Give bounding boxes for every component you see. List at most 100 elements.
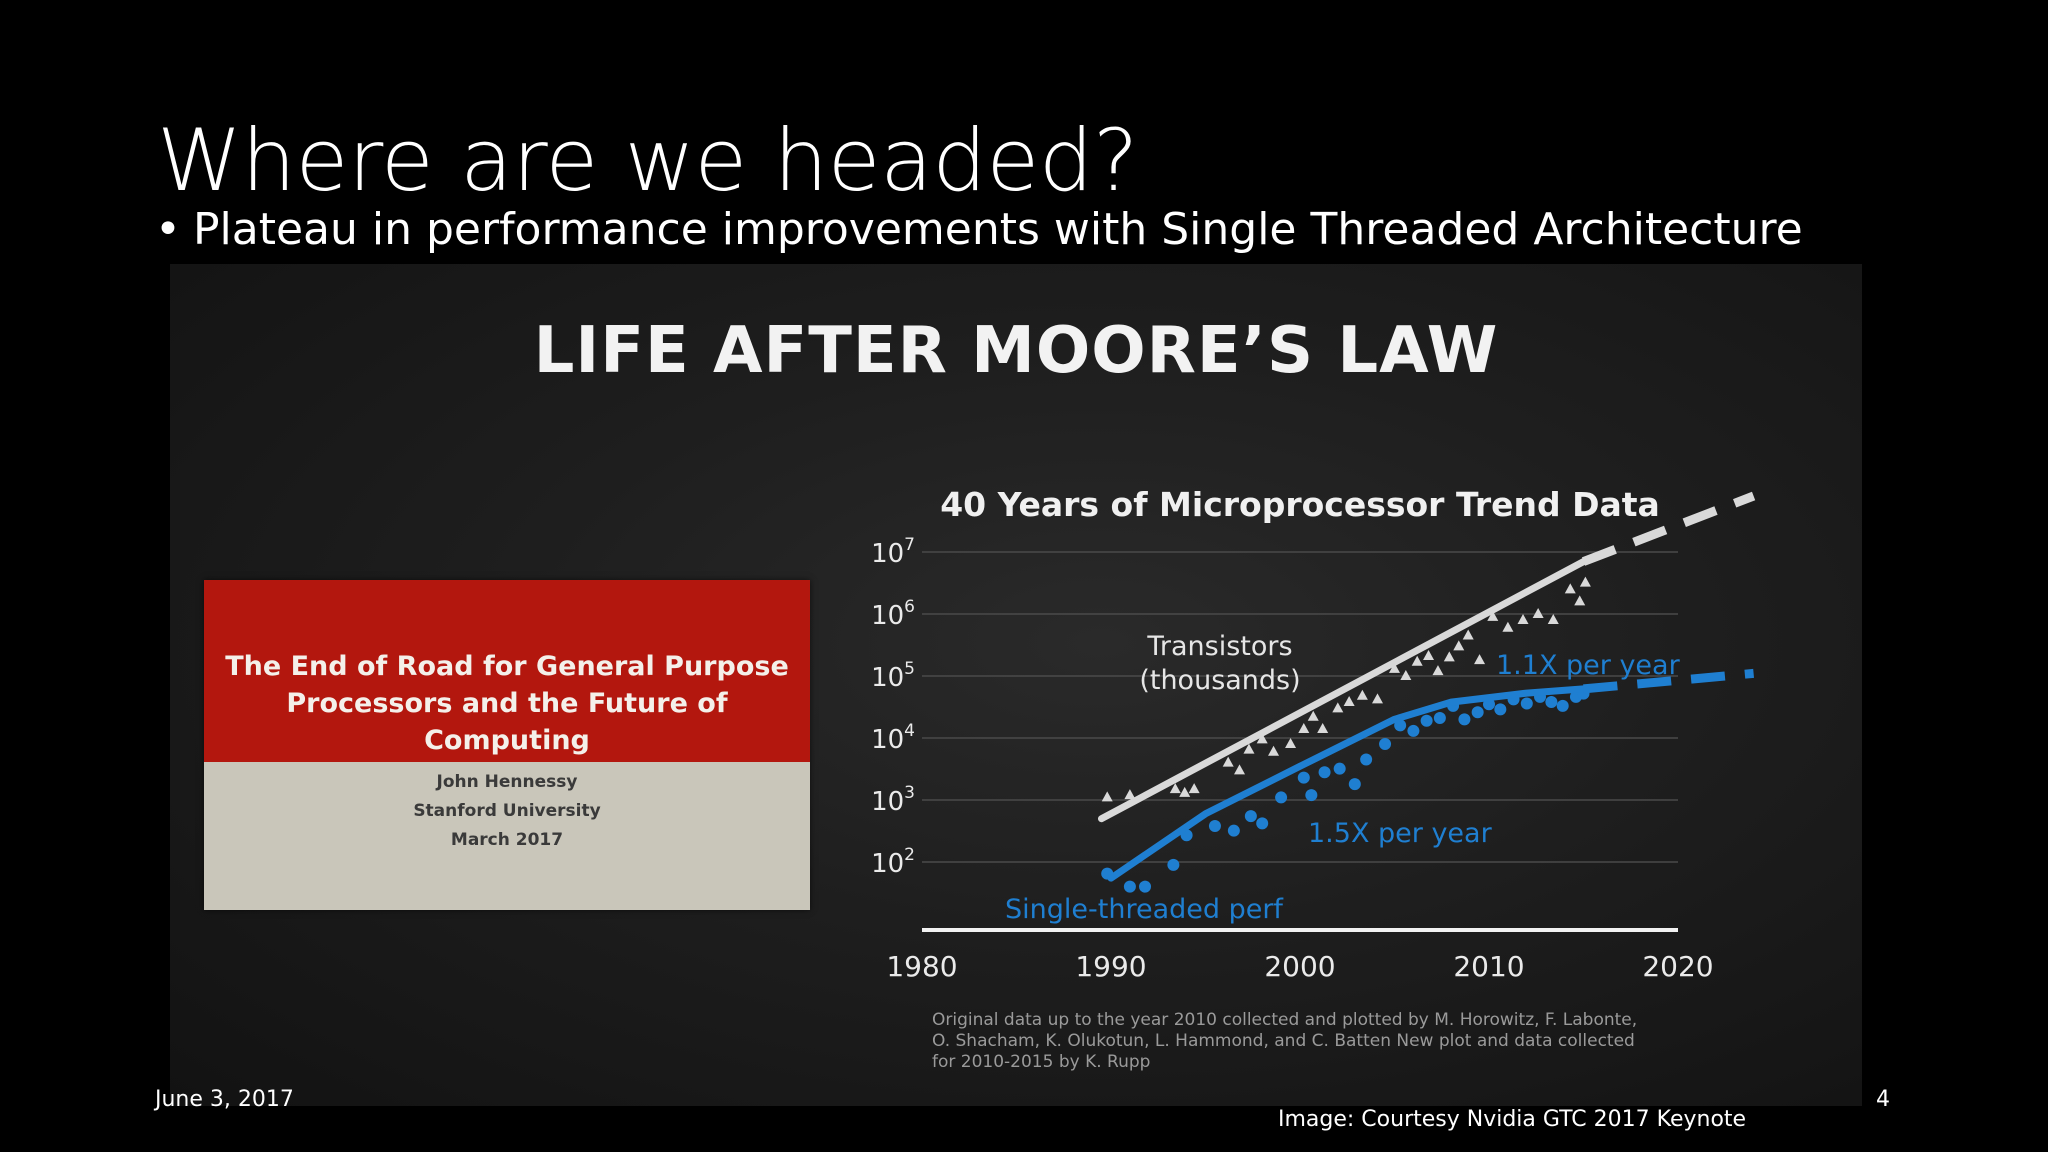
single-thread-point (1227, 824, 1240, 837)
image-title: LIFE AFTER MOORE’S LAW (533, 314, 1499, 388)
single-thread-label: Single-threaded perf (1005, 894, 1284, 925)
slide-title: Where are we headed? (157, 111, 1139, 211)
transistors-point (1243, 743, 1255, 754)
slide-page-number: 4 (1876, 1087, 1890, 1112)
transistors-point (1256, 733, 1268, 744)
transistors-projection-line (1581, 491, 1756, 566)
transistors-label: (thousands) (1139, 665, 1300, 696)
transistors-point (1124, 789, 1136, 800)
book-date: March 2017 (450, 830, 564, 850)
transistors-point (1532, 608, 1544, 618)
transistors-point (1502, 621, 1514, 632)
transistors-point (1517, 614, 1529, 625)
single-thread-point (1471, 706, 1484, 719)
book-cover-bottom: John Hennessy Stanford University March … (204, 762, 810, 910)
single-thread-projection-line (1583, 668, 1755, 694)
bullet-marker: • (155, 204, 181, 255)
transistors-point (1234, 764, 1246, 775)
transistors-point (1307, 710, 1319, 721)
y-tick-label: 103 (871, 783, 915, 817)
single-thread-point (1360, 753, 1373, 766)
growth-rate-label-1-1x: 1.1X per year (1496, 650, 1681, 681)
book-title-line: Processors and the Future of (286, 688, 728, 719)
book-cover: The End of Road for General Purpose Proc… (204, 580, 810, 910)
x-tick-label: 1990 (1075, 950, 1146, 983)
single-thread-point (1333, 762, 1346, 775)
book-title-line: The End of Road for General Purpose (225, 651, 789, 682)
single-thread-point (1379, 738, 1392, 751)
single-thread-point (1494, 703, 1507, 716)
single-thread-point (1420, 714, 1433, 727)
single-thread-point (1123, 880, 1136, 893)
growth-rate-label-1-5x: 1.5X per year (1308, 818, 1493, 849)
single-thread-point (1167, 858, 1180, 871)
transistors-point (1343, 696, 1355, 707)
book-cover-top: The End of Road for General Purpose Proc… (204, 580, 810, 762)
transistors-point (1547, 614, 1559, 625)
single-thread-point (1244, 810, 1257, 823)
transistors-point (1371, 693, 1383, 704)
transistors-point (1332, 702, 1344, 713)
transistors-trend-line (1098, 558, 1587, 823)
chart-footnote: O. Shacham, K. Olukotun, L. Hammond, and… (932, 1031, 1635, 1051)
x-tick-label: 1980 (886, 950, 957, 983)
transistors-point (1487, 610, 1499, 621)
x-tick-label: 2020 (1642, 950, 1713, 983)
chart-footnote: for 2010-2015 by K. Rupp (932, 1052, 1150, 1072)
trend-chart: 40 Years of Microprocessor Trend Data 107… (871, 485, 1756, 1072)
transistors-point (1188, 783, 1200, 794)
bullet-text: Plateau in performance improvements with… (193, 204, 1803, 255)
transistors-point (1574, 595, 1586, 606)
chart-footnote: Original data up to the year 2010 collec… (932, 1010, 1637, 1030)
y-tick-label: 107 (871, 535, 915, 569)
single-thread-point (1348, 778, 1361, 791)
transistors-point (1389, 662, 1400, 673)
transistors-point (1356, 689, 1368, 700)
y-tick-label: 102 (871, 845, 915, 879)
transistors-point (1564, 583, 1576, 594)
single-thread-point (1305, 789, 1318, 802)
book-title-line: Computing (424, 725, 590, 756)
transistors-point (1474, 654, 1486, 665)
transistors-point (1317, 722, 1329, 733)
slide-date: June 3, 2017 (155, 1087, 294, 1112)
transistors-point (1462, 629, 1474, 640)
transistors-point (1443, 651, 1455, 662)
book-title: The End of Road for General Purpose Proc… (204, 648, 810, 759)
single-thread-point (1275, 791, 1288, 804)
transistors-point (1101, 791, 1113, 802)
y-tick-label: 106 (871, 597, 915, 631)
transistors-point (1169, 783, 1181, 794)
single-thread-point (1556, 699, 1569, 712)
chart-title: 40 Years of Microprocessor Trend Data (940, 485, 1660, 524)
single-thread-trend-line (1107, 685, 1587, 882)
single-thread-point (1545, 696, 1558, 709)
x-tick-label: 2000 (1264, 950, 1335, 983)
single-thread-point (1139, 880, 1152, 893)
y-tick-label: 105 (871, 659, 915, 693)
transistors-point (1285, 738, 1297, 749)
transistors-point (1432, 665, 1444, 676)
transistors-point (1411, 655, 1423, 666)
transistors-point (1298, 722, 1310, 733)
single-thread-point (1256, 817, 1269, 830)
book-affiliation: Stanford University (413, 801, 601, 821)
single-thread-point (1208, 820, 1221, 833)
transistors-point (1453, 640, 1465, 651)
transistors-point (1400, 670, 1412, 680)
single-thread-point (1520, 697, 1533, 710)
transistors-point (1222, 756, 1234, 767)
slide-image: LIFE AFTER MOORE’S LAW The End of Road f… (170, 264, 1862, 1106)
slide-bullet: • Plateau in performance improvements wit… (155, 204, 1803, 255)
book-author: John Hennessy (436, 772, 578, 792)
single-thread-point (1318, 766, 1331, 779)
x-tick-label: 2010 (1453, 950, 1524, 983)
single-thread-point (1407, 724, 1420, 737)
image-credit: Image: Courtesy Nvidia GTC 2017 Keynote (1278, 1107, 1747, 1132)
single-thread-point (1433, 712, 1446, 725)
transistors-point (1423, 650, 1435, 661)
transistors-point (1179, 786, 1191, 797)
transistors-point (1579, 576, 1591, 587)
transistors-label: Transistors (1146, 631, 1292, 662)
transistors-point (1268, 745, 1280, 756)
